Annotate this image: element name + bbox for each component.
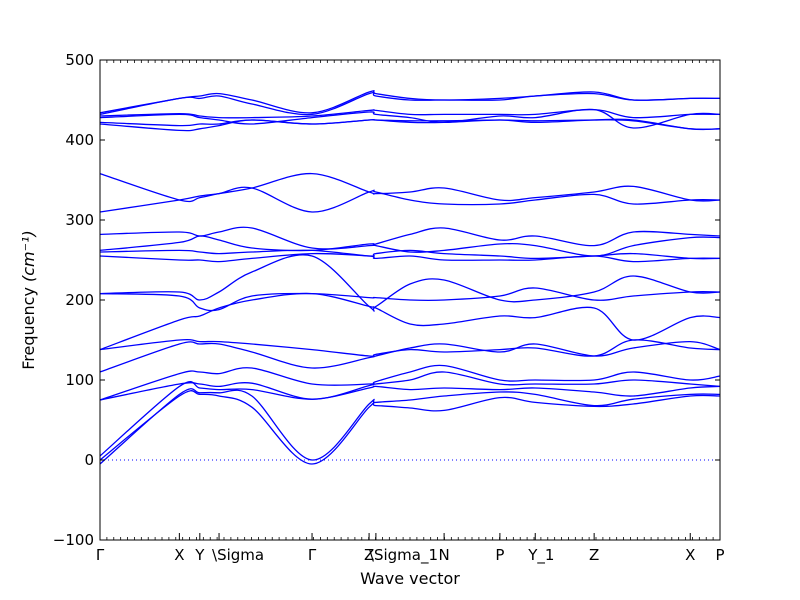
y-axis: −100 0 100 200 300 400 500 [53, 51, 720, 549]
band-4 [99, 371, 721, 401]
plot-frame [99, 59, 721, 541]
band-7 [99, 339, 721, 357]
band-lines [99, 90, 721, 465]
band-18 [99, 119, 721, 131]
y-tick-label: −100 [53, 531, 94, 549]
x-tick-label: P [495, 546, 504, 564]
band-10 [99, 254, 721, 312]
y-axis-title: Frequency (cm⁻¹) [19, 230, 38, 369]
band-6 [99, 340, 721, 373]
band-13 [99, 235, 721, 257]
band-2 [99, 388, 721, 465]
band-22 [99, 90, 721, 114]
band-11 [99, 252, 721, 263]
y-tick-label: 0 [84, 451, 94, 469]
y-tick-label: 300 [65, 211, 94, 229]
x-axis: Γ X Y \Sigma Γ Z\Sigma_1 N P Y_1 Z X P [96, 533, 725, 565]
band-8 [99, 292, 721, 351]
x-tick-label: X [685, 546, 695, 564]
x-tick-label: Y_1 [527, 546, 554, 565]
x-tick-label: Z [589, 546, 599, 564]
x-tick-label: Y [194, 546, 205, 564]
band-15 [99, 186, 721, 213]
band-14 [99, 226, 721, 250]
y-tick-label: 500 [65, 51, 94, 69]
y-tick-label: 100 [65, 371, 94, 389]
band-5 [99, 364, 721, 401]
band-9 [99, 287, 721, 312]
x-tick-label: Γ [96, 546, 105, 564]
band-21 [99, 91, 721, 116]
x-tick-label: N [438, 546, 449, 564]
band-3 [99, 381, 721, 457]
y-axis-title-text: Frequency [19, 287, 38, 370]
x-tick-label: P [715, 546, 724, 564]
x-tick-label: Γ [308, 546, 317, 564]
x-tick-label: Z [364, 546, 374, 564]
band-1 [99, 390, 721, 465]
x-tick-label: \Sigma_1 [369, 546, 438, 565]
x-tick-label: X [174, 546, 184, 564]
x-tick-label: \Sigma [212, 546, 264, 564]
band-16 [99, 172, 721, 203]
y-tick-label: 400 [65, 131, 94, 149]
x-axis-title: Wave vector [360, 569, 460, 588]
y-tick-label: 200 [65, 291, 94, 309]
band-20 [99, 108, 721, 119]
band-19 [99, 108, 721, 129]
y-axis-title-unit: (cm⁻¹) [19, 230, 38, 282]
band-12 [99, 249, 721, 260]
